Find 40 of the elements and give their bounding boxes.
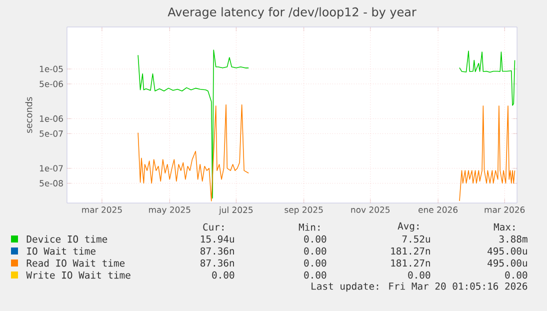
y-tick-label: 1e-05: [40, 66, 63, 72]
x-tick-label: nov 2025: [351, 206, 390, 213]
x-tick-label: jul 2025: [218, 206, 253, 215]
text: Min:: [298, 223, 320, 231]
text: 87.36n: [200, 247, 234, 255]
text: 181.27n: [391, 247, 430, 255]
legend-label: Read IO Wait time: [26, 259, 125, 267]
legend-label: IO Wait time: [27, 247, 96, 255]
x-tick-label: may 2025: [149, 206, 190, 215]
text: 15.94u: [201, 235, 234, 243]
x-tick-label: mar 2025: [82, 206, 122, 213]
y-tick-label: 1e-07: [40, 165, 63, 172]
text: 3.88m: [499, 235, 528, 243]
y-tick-label: 5e-07: [40, 130, 63, 137]
text: Avg:: [398, 222, 418, 232]
y-tick-label: 1e-06: [40, 115, 63, 122]
text: Max:: [494, 223, 514, 231]
x-tick-label: ene 2026: [418, 206, 458, 213]
text: 181.27n: [391, 259, 430, 267]
x-tick-label: mar 2026: [484, 206, 525, 213]
text: 0.00: [505, 271, 528, 279]
text: Cur:: [203, 223, 224, 231]
text: 0.00: [212, 271, 234, 279]
y-tick-label: 5e-08: [40, 180, 63, 186]
text: 7.52u: [402, 235, 430, 243]
text: 87.36n: [200, 259, 234, 267]
text: 0.00: [304, 271, 326, 279]
text: 0.00: [304, 235, 326, 243]
legend-label: Write IO Wait time: [26, 271, 130, 279]
text: 0.00: [304, 247, 326, 255]
text: 495.00u: [488, 259, 527, 267]
chart-title: Average latency for /dev/loop12 - by year: [168, 7, 416, 19]
y-tick-label: 5e-06: [40, 80, 63, 88]
legend-label: Device IO time: [26, 235, 108, 243]
x-tick-label: sep 2025: [284, 206, 323, 215]
y-axis-title: seconds: [25, 97, 32, 133]
text: 0.00: [304, 259, 326, 267]
text: 495.00u: [488, 247, 527, 255]
text: Last update: Fri Mar 20 01:05:16 2026: [312, 282, 528, 292]
text: 0.00: [408, 271, 430, 279]
